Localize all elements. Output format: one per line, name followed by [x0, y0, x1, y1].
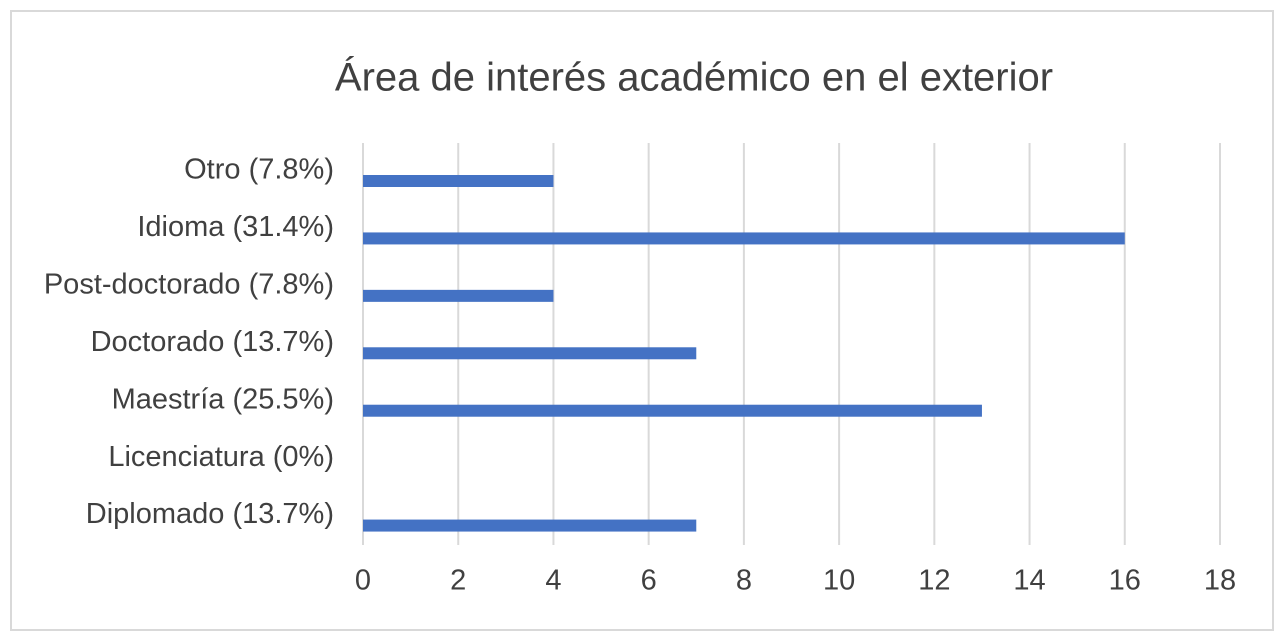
y-tick-label: Otro (7.8%): [184, 154, 334, 186]
x-tick-label: 14: [1013, 565, 1045, 597]
y-tick-label: Diplomado (13.7%): [86, 498, 334, 530]
x-tick-label: 16: [1109, 565, 1141, 597]
x-tick-label: 18: [1204, 565, 1236, 597]
bar: [363, 289, 554, 302]
y-tick-label: Doctorado (13.7%): [91, 326, 334, 358]
x-tick-label: 8: [736, 565, 752, 597]
y-tick-label: Idioma (31.4%): [137, 211, 334, 243]
x-tick-label: 12: [918, 565, 950, 597]
bar: [363, 519, 697, 532]
bar: [363, 175, 554, 187]
y-tick-label: Licenciatura (0%): [108, 441, 334, 473]
x-tick-label: 4: [545, 565, 561, 597]
chart-title: Área de interés académico en el exterior: [335, 55, 1053, 100]
x-tick-label: 0: [355, 565, 371, 597]
y-tick-label: Maestría (25.5%): [112, 383, 334, 415]
y-tick-label: Post-doctorado (7.8%): [44, 269, 334, 301]
bar: [363, 404, 982, 417]
chart-frame: [10, 10, 1274, 631]
x-tick-label: 10: [823, 565, 855, 597]
bar: [363, 232, 1125, 245]
x-tick-label: 6: [641, 565, 657, 597]
bar: [363, 347, 697, 360]
x-tick-label: 2: [450, 565, 466, 597]
